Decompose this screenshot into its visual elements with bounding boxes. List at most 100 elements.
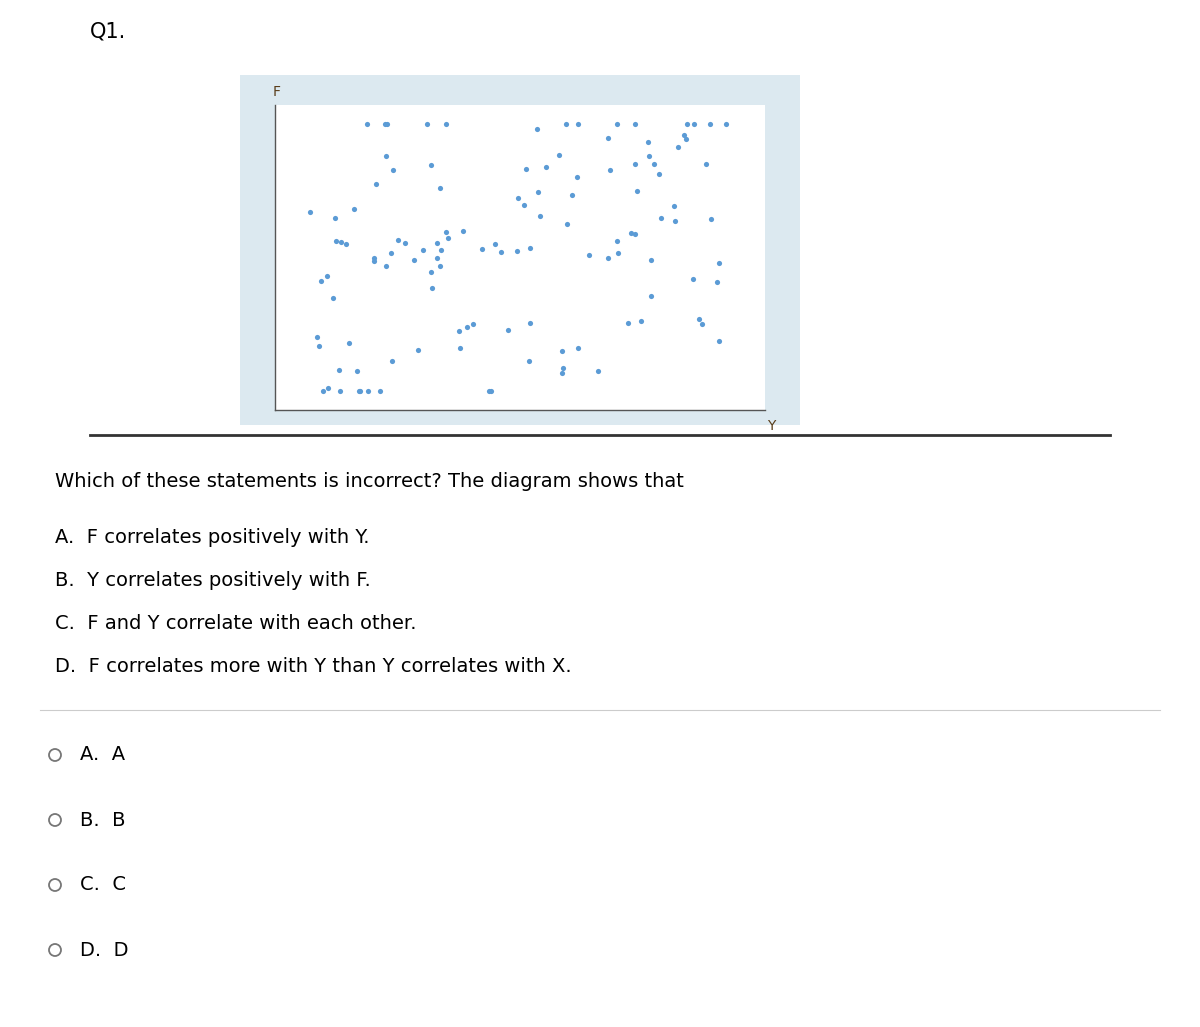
Point: [463, 315, 482, 332]
Point: [598, 129, 617, 146]
Point: [556, 116, 575, 132]
Point: [431, 180, 450, 196]
Point: [601, 162, 620, 179]
Text: C.  C: C. C: [80, 875, 126, 895]
Point: [518, 352, 538, 369]
Point: [325, 210, 344, 226]
Point: [649, 166, 668, 183]
Point: [418, 116, 437, 132]
Point: [608, 244, 628, 261]
Point: [323, 290, 342, 306]
Point: [684, 116, 703, 132]
Point: [481, 382, 500, 398]
Point: [521, 239, 540, 256]
Point: [439, 230, 458, 246]
Point: [344, 201, 364, 218]
Point: [336, 236, 355, 253]
Point: [313, 382, 332, 398]
Point: [422, 264, 442, 280]
Point: [628, 183, 647, 199]
Text: D.  D: D. D: [80, 941, 128, 959]
Text: B.  Y correlates positively with F.: B. Y correlates positively with F.: [55, 571, 371, 589]
Point: [692, 315, 712, 332]
Point: [631, 313, 650, 330]
Point: [626, 116, 646, 132]
Point: [376, 116, 395, 132]
Point: [326, 233, 346, 250]
Point: [678, 116, 697, 132]
Point: [431, 258, 450, 274]
Point: [677, 131, 696, 148]
Point: [709, 255, 728, 271]
Point: [709, 333, 728, 349]
Point: [365, 253, 384, 269]
Point: [509, 190, 528, 206]
Point: [422, 280, 442, 297]
Point: [520, 314, 539, 331]
Point: [437, 224, 456, 240]
Point: [528, 184, 547, 200]
Point: [552, 343, 571, 359]
Point: [716, 116, 736, 132]
Point: [607, 232, 626, 249]
Text: B.  B: B. B: [80, 810, 126, 830]
Point: [376, 258, 395, 274]
Point: [701, 116, 720, 132]
Point: [607, 116, 626, 132]
Point: [563, 187, 582, 203]
Text: Q1.: Q1.: [90, 22, 126, 42]
Point: [382, 244, 401, 261]
Point: [371, 382, 390, 398]
Point: [427, 251, 446, 267]
Point: [492, 244, 511, 261]
Point: [454, 223, 473, 239]
Point: [473, 241, 492, 258]
Text: D.  F correlates more with Y than Y correlates with X.: D. F correlates more with Y than Y corre…: [55, 657, 571, 676]
Point: [674, 126, 694, 143]
Point: [708, 273, 727, 290]
Text: A.  A: A. A: [80, 746, 125, 764]
Point: [683, 270, 702, 287]
Point: [625, 156, 644, 173]
Point: [331, 234, 350, 251]
Point: [408, 342, 427, 358]
Point: [383, 162, 402, 179]
Point: [641, 288, 660, 304]
Point: [307, 329, 326, 345]
Point: [450, 339, 469, 355]
Point: [514, 197, 533, 214]
Point: [330, 362, 349, 378]
Point: [457, 319, 476, 336]
Point: [350, 382, 370, 398]
Text: A.  F correlates positively with Y.: A. F correlates positively with Y.: [55, 528, 370, 547]
Point: [665, 197, 684, 214]
Point: [404, 252, 424, 268]
Point: [689, 311, 708, 328]
Point: [499, 322, 518, 339]
Point: [599, 251, 618, 267]
Point: [330, 382, 349, 398]
Point: [697, 155, 716, 172]
Text: Which of these statements is incorrect? The diagram shows that: Which of these statements is incorrect? …: [55, 472, 684, 491]
Point: [378, 116, 397, 132]
Point: [312, 273, 331, 290]
Point: [588, 363, 607, 379]
Point: [652, 210, 671, 226]
Point: [310, 338, 329, 354]
Point: [668, 140, 688, 156]
Point: [437, 116, 456, 132]
Point: [640, 148, 659, 164]
Point: [349, 382, 368, 398]
Point: [527, 120, 546, 137]
Point: [550, 147, 569, 163]
Text: Y: Y: [768, 419, 776, 433]
Text: C.  F and Y correlate with each other.: C. F and Y correlate with each other.: [55, 614, 416, 633]
Text: F: F: [272, 85, 281, 99]
Point: [367, 176, 386, 192]
Point: [450, 322, 469, 339]
Point: [318, 380, 337, 396]
Point: [625, 225, 644, 241]
Point: [558, 216, 577, 232]
Point: [619, 314, 638, 331]
Point: [377, 148, 396, 164]
